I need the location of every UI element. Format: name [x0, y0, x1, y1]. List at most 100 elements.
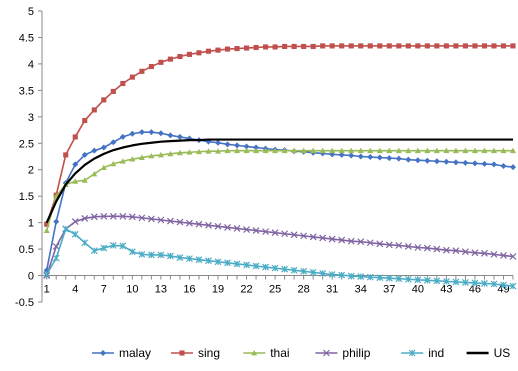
data-point — [282, 43, 288, 49]
data-point — [224, 223, 231, 231]
y-tick-label: -0.5 — [15, 297, 34, 309]
data-point-stroke — [452, 247, 460, 255]
data-point-stroke — [500, 252, 507, 259]
data-point-stroke — [252, 227, 260, 234]
data-point-stroke — [300, 232, 308, 240]
data-point — [101, 97, 107, 103]
data-point — [319, 147, 326, 154]
data-point — [414, 244, 422, 251]
x-tick-label: 34 — [355, 284, 367, 296]
data-point — [90, 247, 98, 255]
data-point — [424, 43, 430, 49]
legend-item-ind: ind — [401, 346, 444, 360]
data-point — [471, 249, 479, 257]
data-point — [300, 147, 307, 154]
data-point — [234, 46, 240, 52]
series-us — [45, 138, 513, 224]
data-point — [395, 275, 403, 283]
data-point — [386, 155, 393, 162]
y-tick-label: 0 — [28, 271, 34, 283]
data-point — [224, 46, 231, 52]
data-point — [167, 132, 174, 139]
y-tick-label: 2.5 — [19, 138, 34, 150]
data-point — [385, 274, 393, 282]
data-point — [147, 251, 155, 259]
series-thai — [43, 147, 516, 233]
data-point — [186, 149, 193, 155]
data-point — [195, 220, 203, 228]
data-point — [348, 147, 355, 154]
data-point — [157, 251, 165, 259]
data-point-stroke — [461, 248, 469, 256]
data-point — [500, 252, 507, 259]
data-point — [82, 117, 88, 124]
data-point — [433, 245, 441, 253]
data-point — [347, 237, 355, 245]
data-point — [414, 276, 422, 284]
data-point — [253, 44, 259, 51]
data-point — [195, 148, 202, 155]
x-tick-label: 40 — [412, 284, 424, 296]
data-point-stroke — [414, 244, 422, 251]
data-point — [500, 281, 507, 289]
data-point-stroke — [81, 214, 89, 222]
data-point — [214, 148, 221, 154]
data-point — [320, 43, 326, 49]
data-point — [100, 164, 107, 171]
data-point — [348, 152, 355, 159]
data-point — [243, 226, 250, 233]
data-point — [148, 129, 155, 136]
data-point — [386, 147, 393, 154]
data-point — [138, 129, 145, 136]
data-point-stroke — [109, 212, 117, 220]
series-line-philip — [45, 215, 514, 276]
data-point — [224, 141, 231, 148]
data-point — [44, 221, 50, 227]
data-point — [128, 213, 136, 221]
data-point — [404, 243, 412, 250]
data-point — [100, 144, 107, 151]
x-tick-label: 31 — [326, 284, 338, 296]
data-point — [252, 262, 260, 270]
data-point — [281, 147, 288, 154]
data-point-stroke — [366, 239, 374, 247]
data-point — [328, 235, 336, 243]
data-point — [367, 147, 374, 154]
data-point — [396, 43, 402, 49]
data-point — [461, 278, 469, 286]
series-layer — [43, 43, 517, 290]
data-point — [423, 276, 431, 284]
data-point — [129, 74, 135, 80]
data-point — [157, 216, 165, 224]
data-point-stroke — [357, 238, 365, 246]
data-point — [252, 227, 260, 234]
data-point — [205, 148, 212, 154]
data-point — [110, 88, 116, 94]
data-point — [263, 44, 269, 50]
data-point — [176, 133, 183, 140]
data-point — [509, 253, 517, 260]
data-point — [405, 147, 412, 154]
data-point — [433, 158, 440, 165]
data-point — [471, 160, 478, 167]
data-point — [366, 273, 374, 281]
data-point — [281, 265, 289, 273]
data-point — [290, 231, 298, 239]
data-point — [500, 43, 507, 49]
data-point-stroke — [90, 213, 98, 221]
data-point — [119, 212, 127, 220]
data-point — [110, 160, 117, 167]
data-point — [329, 147, 336, 154]
data-point-stroke — [490, 250, 498, 258]
data-point — [462, 43, 468, 49]
data-point — [52, 243, 60, 250]
data-point-stroke — [71, 218, 79, 226]
legend-label: thai — [270, 346, 289, 360]
data-point — [243, 143, 250, 150]
data-point — [395, 155, 402, 162]
data-point — [414, 157, 421, 164]
data-point — [348, 43, 354, 49]
data-point — [138, 214, 146, 222]
data-point — [186, 219, 193, 227]
